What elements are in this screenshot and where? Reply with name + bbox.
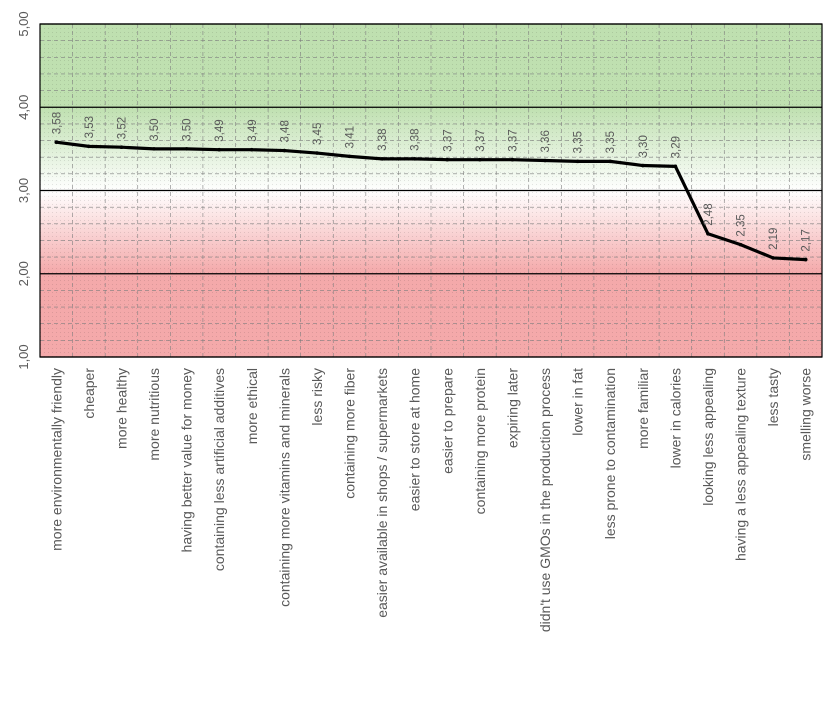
data-label: 3,36 — [540, 130, 552, 152]
data-point — [673, 164, 678, 169]
data-label: 3,30 — [638, 135, 650, 157]
data-label: 3,49 — [247, 119, 259, 141]
gridlines — [39, 23, 823, 358]
data-label: 3,37 — [475, 129, 487, 151]
y-tick-label: 2,00 — [16, 261, 31, 286]
x-category-label: containing more protein — [472, 368, 488, 514]
data-labels: 3,58 3,53 3,52 3,50 3,50 3,49 3,49 3,48 3,45 3,41… — [51, 112, 812, 252]
data-label: 3,35 — [573, 131, 585, 153]
data-label: 3,52 — [116, 117, 128, 139]
data-point — [510, 157, 515, 162]
data-label: 3,50 — [149, 118, 161, 140]
data-point — [249, 147, 254, 152]
data-label: 3,37 — [507, 129, 519, 151]
y-axis-tick-labels: 1,00 2,00 3,00 4,00 5,00 — [16, 11, 31, 369]
x-category-label: didn't use GMOs in the production proces… — [537, 368, 553, 632]
data-point — [217, 147, 222, 152]
plot-border — [39, 23, 823, 358]
data-point — [184, 147, 189, 151]
y-tick-label: 1,00 — [16, 344, 31, 369]
x-category-label: more ethical — [244, 368, 260, 444]
data-point — [640, 163, 645, 168]
x-category-label: smelling worse — [798, 368, 814, 461]
data-label: 2,48 — [703, 203, 715, 225]
x-category-label: more nutritious — [146, 368, 162, 461]
y-tick-label: 4,00 — [16, 95, 31, 120]
x-category-label: easier to store at home — [407, 368, 423, 511]
data-label: 3,53 — [84, 116, 96, 138]
data-point — [119, 145, 124, 150]
data-point — [347, 154, 352, 159]
data-point — [543, 158, 547, 163]
data-point — [54, 140, 59, 145]
data-point — [282, 148, 287, 153]
data-label: 3,45 — [312, 123, 324, 145]
x-category-label: more environmentally friendly — [48, 368, 64, 551]
data-point — [87, 144, 91, 149]
data-point — [575, 159, 580, 164]
data-label: 2,19 — [768, 228, 780, 250]
data-point — [706, 231, 710, 236]
x-category-label: containing more fiber — [342, 368, 358, 499]
x-category-label: more healthy — [113, 368, 129, 449]
data-label: 3,35 — [605, 131, 617, 153]
x-category-label: containing less artificial additives — [211, 368, 227, 571]
data-label: 3,48 — [279, 120, 291, 142]
x-category-label: expiring later — [504, 368, 520, 448]
x-category-label: more familiar — [635, 368, 651, 449]
data-point — [412, 157, 417, 161]
data-label: 3,50 — [182, 118, 194, 140]
data-point — [315, 151, 319, 155]
y-tick-label: 3,00 — [16, 178, 31, 203]
x-category-label: less prone to contamination — [602, 368, 618, 539]
x-category-label: having better value for money — [179, 368, 195, 552]
data-label: 3,41 — [345, 126, 357, 148]
data-label: 2,35 — [736, 214, 748, 236]
data-point — [608, 159, 613, 164]
x-category-label: easier to prepare — [439, 368, 455, 474]
y-tick-label: 5,00 — [16, 11, 31, 36]
x-category-label: lower in calories — [667, 368, 683, 468]
data-point — [803, 257, 808, 262]
data-point — [771, 256, 775, 260]
data-point — [478, 157, 482, 162]
data-point — [380, 157, 384, 161]
x-category-label: less risky — [309, 368, 325, 426]
data-point — [738, 242, 743, 247]
x-category-label: lower in fat — [570, 368, 586, 436]
x-category-label: easier available in shops / supermarkets — [374, 368, 390, 618]
data-point — [152, 147, 156, 151]
data-label: 3,38 — [377, 128, 389, 150]
data-label: 3,38 — [410, 128, 422, 150]
x-category-label: having a less appealing texture — [733, 368, 749, 561]
x-category-label: containing more vitamins and minerals — [276, 368, 292, 607]
x-category-label: cheaper — [81, 368, 97, 419]
data-label: 3,58 — [51, 112, 63, 134]
x-category-label: looking less appealing — [700, 368, 716, 506]
data-label: 3,49 — [214, 119, 226, 141]
data-label: 2,17 — [801, 229, 813, 251]
x-category-label: less tasty — [765, 368, 781, 426]
data-label: 3,37 — [442, 129, 454, 151]
data-series — [54, 140, 808, 262]
data-label: 3,29 — [670, 136, 682, 158]
x-axis-category-labels: more environmentally friendly cheaper more… — [48, 368, 813, 632]
series-line — [54, 140, 808, 262]
data-point — [445, 157, 450, 162]
